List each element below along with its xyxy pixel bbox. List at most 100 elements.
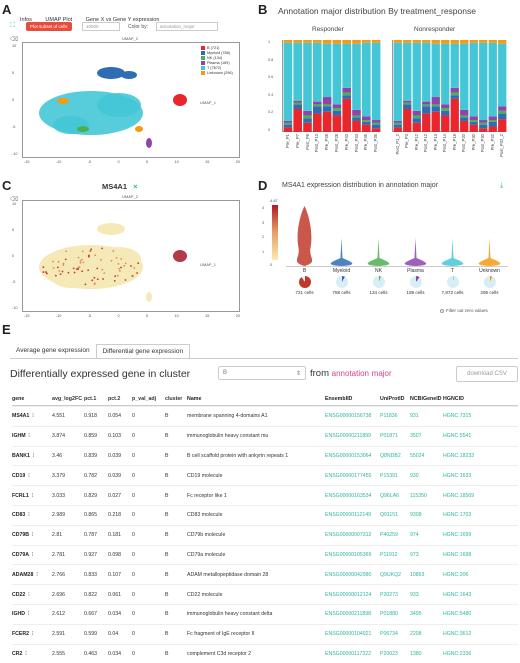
expression-dot xyxy=(54,274,57,277)
uniprot-link[interactable]: P01871 xyxy=(380,433,398,440)
ensembl-link[interactable]: ENSG00000007312 xyxy=(325,532,372,539)
uniprot-link[interactable]: P40259 xyxy=(380,532,398,539)
gene-plot-icon[interactable]: ⫶ xyxy=(28,512,30,519)
ncbi-link[interactable]: 930 xyxy=(410,472,419,479)
ensembl-link[interactable]: ENSG00000211898 xyxy=(325,611,372,618)
umap-plot-a[interactable]: B (721) Myeloid (788) NK (134) Plasma (1… xyxy=(22,42,240,158)
gene-plot-icon[interactable]: ⫶ xyxy=(32,551,34,558)
gene-symbol: CD22 xyxy=(12,591,26,598)
ensembl-link[interactable]: ENSG00000117322 xyxy=(325,650,372,657)
ncbi-link[interactable]: 10863 xyxy=(410,571,425,578)
col-ensembl-id[interactable]: EnsemblID xyxy=(325,395,353,402)
col-gene[interactable]: gene xyxy=(12,395,25,402)
tab-umap-plot[interactable]: UMAP Plot xyxy=(45,17,73,23)
download-icon[interactable]: ⤓ xyxy=(500,182,504,189)
eraser-icon-c[interactable]: ⌫ xyxy=(10,197,19,203)
col-name[interactable]: Name xyxy=(187,395,202,402)
ensembl-link[interactable]: ENSG00000104921 xyxy=(325,631,372,638)
hgnc-link[interactable]: HGNC:1633 xyxy=(443,472,472,479)
eraser-icon[interactable]: ⌫ xyxy=(10,37,19,43)
ncbi-link[interactable]: 1380 xyxy=(410,650,422,657)
uniprot-link[interactable]: P11912 xyxy=(380,551,398,558)
uniprot-link[interactable]: P20273 xyxy=(380,591,398,598)
col-pct2[interactable]: pct.2 xyxy=(108,395,121,402)
download-csv-button[interactable]: download CSV xyxy=(456,366,518,382)
ensembl-link[interactable]: ENSG00000156738 xyxy=(325,413,372,420)
col-cluster[interactable]: cluster xyxy=(165,395,183,402)
umap-plot-c[interactable] xyxy=(22,200,240,312)
uniprot-link[interactable]: P20023 xyxy=(380,650,398,657)
uniprot-link[interactable]: P06734 xyxy=(380,631,398,638)
col-p-val-adj[interactable]: p_val_adj xyxy=(132,395,157,402)
ncbi-link[interactable]: 3495 xyxy=(410,611,422,618)
ncbi-link[interactable]: 3507 xyxy=(410,433,422,440)
gene-plot-icon[interactable]: ⫶ xyxy=(32,532,34,539)
ncbi-link[interactable]: 115350 xyxy=(410,492,427,499)
color-by-select[interactable]: annotation_major xyxy=(156,22,218,31)
plot-subset-button[interactable]: Plot subset of cells xyxy=(26,22,72,31)
gene-plot-icon[interactable]: ⫶ xyxy=(25,650,27,657)
uniprot-link[interactable]: P11836 xyxy=(380,413,398,420)
tab-infos[interactable]: Infos xyxy=(20,17,32,23)
ensembl-link[interactable]: ENSG00000153064 xyxy=(325,452,372,459)
ensembl-link[interactable]: ENSG00000177455 xyxy=(325,472,372,479)
hgnc-link[interactable]: HGNC:18509 xyxy=(443,492,475,499)
hgnc-link[interactable]: HGNC:5541 xyxy=(443,433,472,440)
hgnc-link[interactable]: HGNC:1703 xyxy=(443,512,472,519)
col-uniprot-id[interactable]: UniProtID xyxy=(380,395,405,402)
ensembl-link[interactable]: ENSG00000112149 xyxy=(325,512,372,519)
gene-plot-icon[interactable]: ⫶ xyxy=(32,452,35,459)
col-avg-log2fc[interactable]: avg_log2FC xyxy=(52,395,83,402)
hgnc-link[interactable]: HGNC:1698 xyxy=(443,551,472,558)
ensembl-link[interactable]: ENSG00000042980 xyxy=(325,571,372,578)
gene-plot-icon[interactable]: ⫶ xyxy=(28,433,30,440)
hgnc-link[interactable]: HGNC:18233 xyxy=(443,452,475,459)
ncbi-link[interactable]: 974 xyxy=(410,532,419,539)
hgnc-link[interactable]: HGNC:2336 xyxy=(443,650,472,657)
hgnc-link[interactable]: HGNC:3612 xyxy=(443,631,472,638)
ensembl-link[interactable]: ENSG00000211899 xyxy=(325,433,372,440)
uniprot-link[interactable]: Q8NDB2 xyxy=(380,452,401,459)
expand-icon[interactable]: ⛶ xyxy=(10,22,15,29)
tab-differential-gene-expression[interactable]: Differential gene expression xyxy=(95,344,191,359)
tab-average-gene-expression[interactable]: Average gene expression xyxy=(16,347,90,354)
ensembl-link[interactable]: ENSG00000163534 xyxy=(325,492,372,499)
tab-gene-x-vs-y[interactable]: Gene X vs Gene Y expression xyxy=(85,17,160,23)
uniprot-link[interactable]: P15391 xyxy=(380,472,398,479)
violin-myeloid xyxy=(330,238,353,266)
gene-plot-icon[interactable]: ⫶ xyxy=(32,413,34,420)
close-icon[interactable]: × xyxy=(133,182,138,191)
hgnc-link[interactable]: HGNC:1699 xyxy=(443,532,472,539)
subset-count-input[interactable]: 10000 xyxy=(82,22,120,31)
filter-zero-checkbox[interactable] xyxy=(440,308,444,313)
ncbi-link[interactable]: 55024 xyxy=(410,452,425,459)
ncbi-link[interactable]: 9308 xyxy=(410,512,422,519)
ncbi-link[interactable]: 933 xyxy=(410,591,419,598)
gene-plot-icon[interactable]: ⫶ xyxy=(36,571,38,578)
ensembl-link[interactable]: ENSG00000012124 xyxy=(325,591,372,598)
uniprot-link[interactable]: Q96LA6 xyxy=(380,492,400,499)
ncbi-link[interactable]: 2208 xyxy=(410,631,422,638)
gene-plot-icon[interactable]: ⫶ xyxy=(27,611,30,618)
col-ncbi-gene-id[interactable]: NCBIGeneID xyxy=(410,395,442,402)
ensembl-link[interactable]: ENSG00000105369 xyxy=(325,551,372,558)
expression-dot xyxy=(45,271,47,273)
uniprot-link[interactable]: Q01151 xyxy=(380,512,399,519)
uniprot-link[interactable]: P01880 xyxy=(380,611,398,618)
col-hgnc-id[interactable]: HGNCID xyxy=(443,395,464,402)
ncbi-link[interactable]: 931 xyxy=(410,413,419,420)
gene-plot-icon[interactable]: ⫶ xyxy=(31,492,33,499)
hgnc-link[interactable]: HGNC:7315 xyxy=(443,413,472,420)
gene-plot-icon[interactable]: ⫶ xyxy=(28,472,30,479)
ncbi-link[interactable]: 973 xyxy=(410,551,419,558)
filter-zero-toggle[interactable]: Filter out zero values xyxy=(440,308,488,313)
uniprot-link[interactable]: Q9UKQ2 xyxy=(380,571,402,578)
p-val-adj: 0 xyxy=(132,591,135,598)
col-pct1[interactable]: pct.1 xyxy=(84,395,97,402)
gene-plot-icon[interactable]: ⫶ xyxy=(28,591,30,598)
cluster-select[interactable]: B ⇕ xyxy=(218,366,306,380)
hgnc-link[interactable]: HGNC:1643 xyxy=(443,591,472,598)
hgnc-link[interactable]: HGNC:5480 xyxy=(443,611,472,618)
hgnc-link[interactable]: HGNC:206 xyxy=(443,571,469,578)
gene-plot-icon[interactable]: ⫶ xyxy=(32,631,34,638)
